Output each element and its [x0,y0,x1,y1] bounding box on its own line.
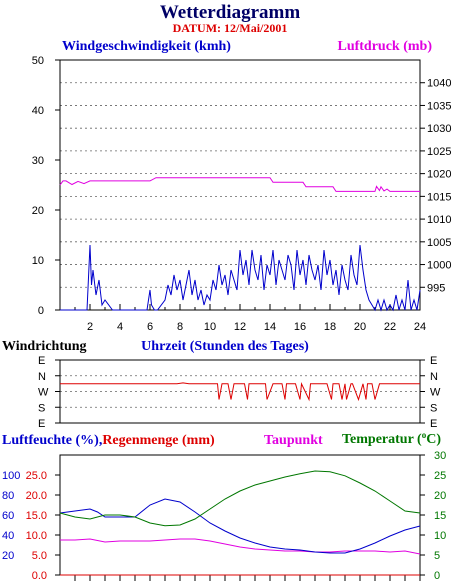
hour-tick-label: 22 [384,321,396,333]
pressure-tick-label: 1025 [427,146,451,158]
rain-tick-label: 15.0 [26,510,47,522]
humidity-tick-label: 80 [2,490,14,502]
humidity-tick-label: 40 [2,530,14,542]
humidity-tick-label: 100 [2,470,20,482]
humidity-line [59,498,421,554]
pressure-tick-label: 1000 [427,260,451,272]
temperature-axis-label: Temperatur (oC) [342,430,441,447]
rain-tick-label: 20.0 [26,490,47,502]
hour-tick-label: 10 [204,321,216,333]
direction-label-left: S [38,402,45,414]
wind-tick-label: 50 [32,55,44,67]
temperature-tick-label: 10 [434,530,446,542]
hour-tick-label: 6 [147,321,153,333]
hour-tick-label: 14 [264,321,276,333]
pressure-ticks: 995 1000 1005 1010 1015 1020 1025 1030 1035 1040 [420,78,451,294]
pressure-tick-label: 1010 [427,214,451,226]
temperature-tick-label: 5 [434,550,440,562]
rain-tick-label: 25.0 [26,470,47,482]
humidity-axis-label: Luftfeuchte (%),Regenmenge (mm) [2,433,215,448]
hour-tick-label: 24 [414,321,426,333]
direction-label-right: S [430,402,437,414]
hour-tick-label: 20 [354,321,366,333]
wind-direction-line [60,381,420,402]
wind-ticks: 0 10 20 30 40 50 [32,55,60,317]
pressure-axis-label: Luftdruck (mb) [337,39,432,54]
hour-tick-label: 4 [117,321,123,333]
hour-tick-label: 12 [234,321,246,333]
humidity-tick-label: 60 [2,510,14,522]
wind-direction-panel: Windrichtung Uhrzeit (Stunden des Tages)… [2,339,441,430]
pressure-line [59,177,420,192]
hour-axis-label: Uhrzeit (Stunden des Tages) [141,339,309,354]
temperature-line [59,470,421,527]
wind-tick-label: 10 [32,255,44,267]
rain-tick-label: 0.0 [32,570,47,582]
direction-label-left: E [38,418,45,430]
humidity-temperature-panel: Luftfeuchte (%),Regenmenge (mm) Taupunkt… [2,430,446,582]
pressure-tick-label: 995 [427,282,445,294]
wind-axis-label: Windgeschwindigkeit (kmh) [62,39,231,54]
wind-tick-label: 0 [38,305,44,317]
temperature-tick-label: 20 [434,490,446,502]
chart-title: Wetterdiagramm [160,2,301,23]
wind-tick-label: 20 [32,205,44,217]
humidity-tick-label: 20 [2,550,14,562]
pressure-tick-label: 1035 [427,100,451,112]
chart-date: DATUM: 12/Mai/2001 [173,21,288,35]
wind-tick-label: 40 [32,105,44,117]
rain-label: Regenmenge (mm) [102,433,215,448]
direction-labels: E EN NW WS SE E [38,355,441,430]
rain-ticks: 0.0 5.0 10.0 15.0 20.0 25.0 [26,470,60,582]
humidity-label: Luftfeuchte (%) [2,433,99,448]
direction-label-right: E [430,418,437,430]
panel2-grid [60,375,420,408]
dewpoint-label: Taupunkt [264,433,323,448]
direction-label-left: N [38,371,46,383]
humidity-ticks: 20 40 60 80 100 [2,470,20,562]
dewpoint-line [60,538,421,555]
pressure-tick-label: 1040 [427,78,451,90]
direction-label-right: N [430,371,438,383]
panel3-hour-ticks [74,575,421,581]
direction-label-left: W [38,387,49,399]
pressure-tick-label: 1020 [427,169,451,181]
wind-direction-label: Windrichtung [2,339,87,354]
hour-ticks: 2 4 6 8 10 12 14 16 18 20 22 24 [74,304,426,333]
direction-label-right: W [430,387,441,399]
wind-tick-label: 30 [32,155,44,167]
pressure-tick-label: 1015 [427,191,451,203]
hour-tick-label: 16 [294,321,306,333]
rain-tick-label: 10.0 [26,530,47,542]
wind-pressure-panel: Windgeschwindigkeit (kmh) Luftdruck (mb)… [32,39,452,333]
temperature-ticks: 0 5 10 15 20 25 30 [420,450,446,582]
hour-tick-label: 18 [324,321,336,333]
direction-label-right: E [430,355,437,367]
panel1-frame [59,59,421,311]
hour-tick-label: 8 [177,321,183,333]
temperature-tick-label: 25 [434,470,446,482]
temperature-tick-label: 0 [434,570,440,582]
panel1-grid [60,82,420,288]
wind-speed-line [60,244,421,312]
pressure-tick-label: 1030 [427,123,451,135]
temperature-tick-label: 30 [434,450,446,462]
direction-label-left: E [38,355,45,367]
temperature-tick-label: 15 [434,510,446,522]
rain-tick-label: 5.0 [32,550,47,562]
pressure-tick-label: 1005 [427,237,451,249]
hour-tick-label: 2 [87,321,93,333]
